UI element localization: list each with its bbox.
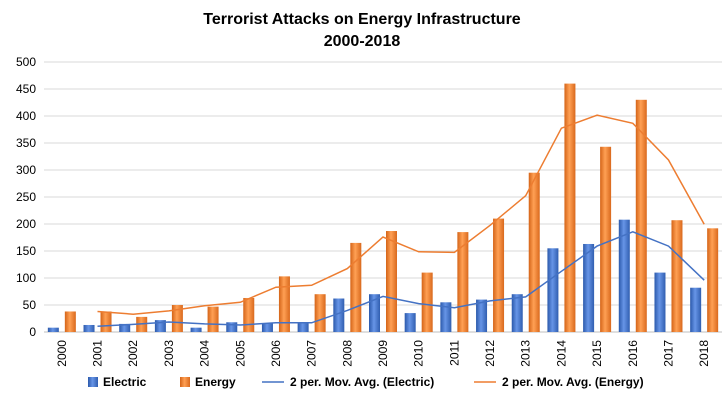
bar-energy-2009: [386, 231, 397, 332]
y-tick-label: 250: [16, 190, 36, 204]
bar-electric-2005: [226, 322, 238, 332]
bar-electric-2008: [333, 298, 345, 332]
bar-energy-2008: [350, 242, 362, 332]
y-tick-label: 300: [16, 163, 36, 177]
legend-label-2-per-mov-avg-electric-: 2 per. Mov. Avg. (Electric): [290, 375, 434, 389]
legend-label-electric: Electric: [103, 375, 147, 389]
bar-electric-2007: [297, 322, 309, 332]
bar-electric-2000: [47, 327, 59, 332]
bar-energy-2005: [243, 297, 255, 332]
bar-electric-2017: [654, 272, 666, 332]
x-tick-label: 2012: [483, 340, 497, 367]
bar-energy-2016: [635, 99, 647, 332]
x-tick-label: 2006: [269, 340, 283, 367]
legend: Electric Energy 2 per. Mov. Avg. (Electric…: [88, 375, 644, 389]
bar-electric-2014: [547, 248, 559, 332]
bar-energy-2001: [100, 311, 112, 332]
bar-energy-2000: [64, 311, 76, 332]
bar-electric-2010: [404, 313, 416, 332]
line-layer: [97, 114, 705, 328]
y-tick-label: 450: [16, 82, 36, 96]
x-tick-label: 2007: [305, 340, 319, 367]
x-tick-label: 2009: [376, 340, 390, 367]
bar-energy-2014: [564, 83, 576, 332]
bar-energy-2004: [207, 306, 219, 332]
x-tick-label: 2013: [519, 340, 533, 367]
bar-energy-2013: [528, 172, 540, 332]
x-tick-label: 2018: [697, 340, 711, 367]
bar-electric-2012: [476, 299, 488, 332]
bar-electric-2015: [583, 243, 595, 332]
bar-electric-2009: [369, 294, 380, 332]
y-tick-label: 0: [29, 325, 36, 339]
x-tick-label: 2000: [55, 340, 69, 367]
line-2-per-mov-avg-electric-: [97, 230, 705, 328]
bar-electric-2004: [190, 327, 202, 332]
x-tick-label: 2017: [661, 340, 675, 367]
x-tick-label: 2014: [554, 340, 568, 367]
x-tick-label: 2003: [162, 340, 176, 367]
bar-electric-2003: [154, 320, 166, 332]
bar-electric-2018: [690, 287, 702, 332]
x-tick-label: 2002: [126, 340, 140, 367]
bar-energy-2007: [314, 294, 326, 332]
bar-electric-2013: [511, 294, 523, 332]
y-tick-label: 500: [16, 55, 36, 69]
legend-swatch-energy: [180, 377, 190, 387]
x-tick-label: 2001: [91, 340, 105, 367]
bar-energy-2015: [600, 146, 612, 332]
chart-subtitle: 2000-2018: [324, 33, 401, 50]
axis-layer: 0 50 100 150 200 250 300 350 400 450 500 2000 2001 20…: [16, 55, 711, 367]
x-tick-label: 2010: [412, 340, 426, 367]
bar-energy-2011: [457, 232, 469, 332]
bar-electric-2001: [83, 324, 95, 332]
bar-energy-2012: [493, 218, 505, 332]
bar-energy-2003: [171, 305, 183, 332]
y-tick-label: 350: [16, 136, 36, 150]
x-tick-label: 2008: [340, 340, 354, 367]
x-tick-label: 2015: [590, 340, 604, 367]
bar-electric-2002: [119, 323, 131, 332]
x-tick-label: 2004: [198, 340, 212, 367]
bar-electric-2016: [618, 219, 630, 332]
legend-label-energy: Energy: [195, 375, 236, 389]
x-tick-label: 2011: [447, 340, 461, 366]
bar-energy-2018: [707, 228, 719, 332]
bar-electric-2011: [440, 302, 452, 332]
line-2-per-mov-avg-energy-: [97, 114, 705, 315]
y-tick-label: 200: [16, 217, 36, 231]
bar-electric-2006: [261, 323, 273, 332]
bar-energy-2010: [421, 272, 433, 332]
y-tick-label: 400: [16, 109, 36, 123]
bar-energy-2017: [671, 220, 683, 332]
chart-title: Terrorist Attacks on Energy Infrastructu…: [203, 11, 521, 28]
y-tick-label: 50: [23, 298, 37, 312]
bar-energy-2006: [278, 276, 290, 332]
x-tick-label: 2005: [233, 340, 247, 367]
bar-layer: [47, 83, 719, 332]
y-tick-label: 100: [16, 271, 36, 285]
legend-swatch-electric: [88, 377, 98, 387]
x-tick-label: 2016: [626, 340, 640, 367]
legend-label-2-per-mov-avg-energy-: 2 per. Mov. Avg. (Energy): [502, 375, 644, 389]
y-tick-label: 150: [16, 244, 36, 258]
grid-layer: [44, 61, 722, 333]
